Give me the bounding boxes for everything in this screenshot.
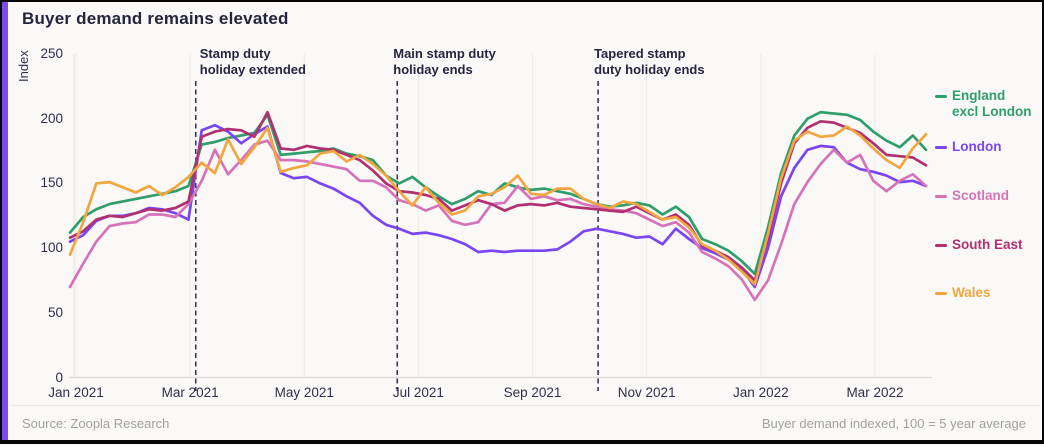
footer-note: Buyer demand indexed, 100 = 5 year avera… [761,415,1026,431]
legend-item: Scotland [935,188,1009,204]
legend-swatch-icon [935,244,947,247]
x-tick-label: Jul 2021 [392,385,444,400]
y-tick-label: 50 [47,304,63,320]
legend-label-line: London [952,139,1002,154]
legend-item: Wales [935,285,991,301]
legend-label: Scotland [952,188,1009,204]
chart-title: Buyer demand remains elevated [22,9,289,28]
legend-label: South East [952,237,1023,253]
y-tick-label: 100 [40,240,63,256]
annotation-label-line: holiday extended [199,62,306,77]
legend-label-line: South East [952,237,1023,252]
legend-label-line: excl London [952,104,1032,119]
y-tick-label: 250 [40,46,63,61]
y-tick-label: 0 [55,369,63,385]
series-line-wales [68,125,928,286]
legend-label-line: Scotland [952,188,1010,203]
annotation-label-line: Main stamp duty [393,46,496,61]
accent-bar [2,2,8,440]
annotation-label-line: duty holiday ends [594,62,705,77]
legend-swatch-icon [935,146,947,149]
annotation-label-line: Tapered stamp [594,46,686,61]
x-tick-label: Mar 2021 [161,385,219,400]
legend-item: England excl London [935,88,1032,120]
footer-source: Source: Zoopla Research [22,415,170,431]
annotation-label-line: Stamp duty [199,46,271,61]
legend-label-line: Wales [952,285,991,300]
y-tick-label: 200 [40,110,63,126]
legend-label: England excl London [952,88,1032,120]
x-tick-label: Nov 2021 [617,385,676,400]
legend-label-line: England [952,88,1006,103]
legend-label: London [952,139,1001,155]
legend-item: South East [935,237,1023,253]
annotation-label: Stamp duty holiday extended [200,46,306,78]
series-line-london [68,123,928,289]
annotation-label-line: holiday ends [393,62,473,77]
legend-swatch-icon [935,95,947,98]
annotation-label: Main stamp duty holiday ends [393,46,496,78]
legend-swatch-icon [935,292,947,295]
series-line-england-excl-london [68,110,928,276]
series-line-scotland [68,139,928,302]
x-tick-label: May 2021 [274,385,334,400]
y-tick-label: 150 [40,175,63,191]
series-line-south-east [68,110,928,282]
legend-item: London [935,139,1001,155]
x-tick-label: Sep 2021 [503,385,562,400]
x-tick-label: Mar 2022 [846,385,904,400]
legend-label: Wales [952,285,991,301]
x-tick-label: Jan 2021 [48,385,104,400]
x-tick-label: Jan 2022 [733,385,789,400]
legend-swatch-icon [935,195,947,198]
annotation-label: Tapered stamp duty holiday ends [594,46,705,78]
footer: Source: Zoopla Research Buyer demand ind… [10,405,1040,440]
